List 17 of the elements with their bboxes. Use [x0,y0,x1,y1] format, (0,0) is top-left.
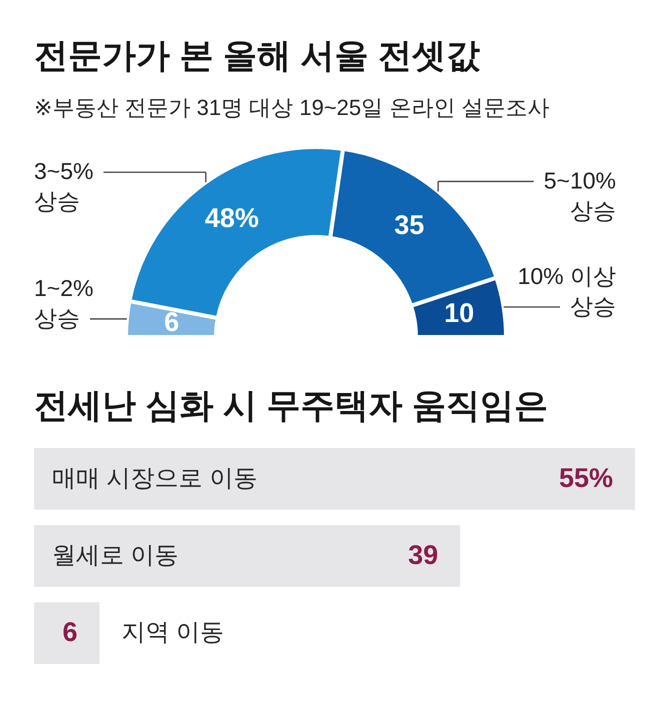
data-label: 55% [558,462,613,493]
slice-label: 5~10% 상승 [544,167,616,224]
data-label: 6 [62,617,78,648]
chart-title: 전문가가 본 올해 서울 전셋값 [34,37,480,75]
slice-label: 3~5% 상승 [34,158,94,214]
data-label: 39 [408,540,438,570]
chart-title: 전세난 심화 시 무주택자 움직임은 [34,387,548,425]
slice-label: 10% 이상 상승 [518,262,616,319]
slice-label: 1~2% 상승 [34,274,94,331]
y-tick-label: 월세로 이동 [52,542,179,569]
data-label: 35 [394,210,424,240]
y-tick-label: 지역 이동 [122,619,224,646]
data-label: 6 [164,307,180,338]
data-label: 10 [444,298,474,328]
chart-subtitle: ※부동산 전문가 31명 대상 19~25일 온라인 설문조사 [34,95,550,120]
y-tick-label: 매매 시장으로 이동 [52,464,258,492]
data-label: 48% [204,202,259,233]
